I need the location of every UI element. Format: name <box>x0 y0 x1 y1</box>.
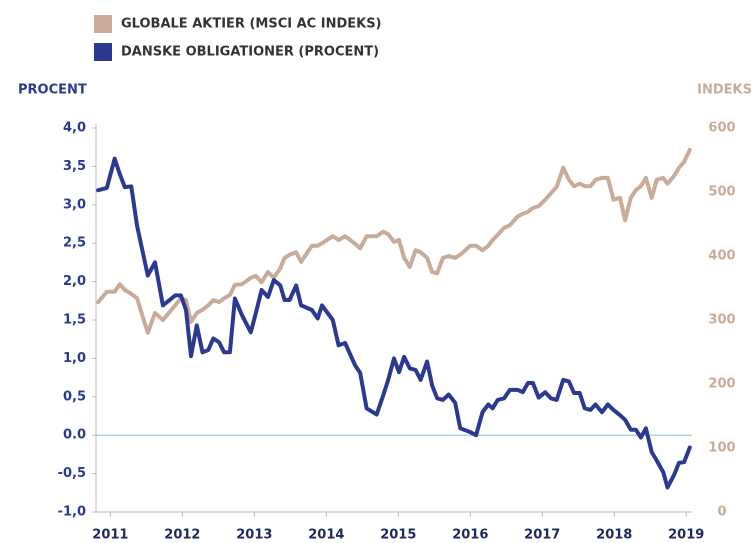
x-tick-label: 2018 <box>596 528 632 543</box>
y2-tick-label: 500 <box>708 185 735 200</box>
x-tick-label: 2019 <box>668 528 704 543</box>
y-tick-label: 3,5 <box>63 159 86 174</box>
y2-tick-label: 100 <box>708 441 735 456</box>
y2-tick-label: 0 <box>717 505 726 520</box>
y-tick-label: 2,5 <box>63 236 86 251</box>
y2-tick-label: 400 <box>708 249 735 264</box>
y-tick-label: 4,0 <box>63 121 86 136</box>
series-line <box>96 147 692 335</box>
y2-axis-title: INDEKS <box>697 83 752 98</box>
y-tick-label: 0.0 <box>63 428 86 443</box>
y2-tick-label: 200 <box>708 377 735 392</box>
x-tick-label: 2017 <box>524 528 560 543</box>
x-tick-label: 2014 <box>308 528 344 543</box>
y-tick-label: -1,0 <box>58 505 86 520</box>
legend-swatch <box>94 15 112 33</box>
series-line <box>96 156 692 490</box>
x-tick-label: 2011 <box>92 528 128 543</box>
y-tick-label: 1,0 <box>63 351 86 366</box>
y-tick-label: 0,5 <box>63 389 86 404</box>
y-tick-label: -0,5 <box>58 466 86 481</box>
legend-label: DANSKE OBLIGATIONER (PROCENT) <box>121 45 379 60</box>
y-tick-label: 1,5 <box>63 313 86 328</box>
y2-tick-label: 300 <box>708 313 735 328</box>
x-tick-label: 2013 <box>236 528 272 543</box>
x-tick-label: 2016 <box>452 528 488 543</box>
x-tick-label: 2012 <box>164 528 200 543</box>
y2-tick-label: 600 <box>708 121 735 136</box>
y-axis-title: PROCENT <box>18 83 87 98</box>
x-tick-label: 2015 <box>380 528 416 543</box>
legend-swatch <box>94 43 112 61</box>
legend-label: GLOBALE AKTIER (MSCI AC INDEKS) <box>121 17 382 32</box>
y-tick-label: 3,0 <box>63 197 86 212</box>
y-tick-label: 2,0 <box>63 274 86 289</box>
